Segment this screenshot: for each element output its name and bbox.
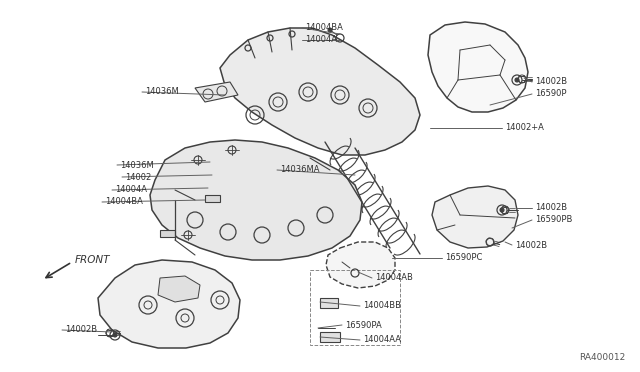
Text: 14002B: 14002B	[535, 77, 567, 87]
Polygon shape	[320, 298, 338, 308]
Text: 14036M: 14036M	[120, 160, 154, 170]
Text: 16590P: 16590P	[535, 90, 566, 99]
Text: 14004AB: 14004AB	[375, 273, 413, 282]
Polygon shape	[205, 195, 220, 202]
Text: 14004A: 14004A	[305, 35, 337, 45]
Text: 14036M: 14036M	[145, 87, 179, 96]
Text: 14002+A: 14002+A	[505, 124, 544, 132]
Text: 14004BA: 14004BA	[105, 198, 143, 206]
Text: 16590PC: 16590PC	[445, 253, 483, 263]
Text: 16590PA: 16590PA	[345, 321, 381, 330]
Text: 14004BB: 14004BB	[363, 301, 401, 311]
Polygon shape	[98, 260, 240, 348]
Text: 14036MA: 14036MA	[280, 166, 319, 174]
Polygon shape	[220, 28, 420, 155]
Polygon shape	[428, 22, 528, 112]
Text: 14004AA: 14004AA	[363, 336, 401, 344]
Polygon shape	[195, 82, 238, 102]
Text: 14002B: 14002B	[515, 241, 547, 250]
Circle shape	[500, 208, 504, 212]
Text: 14002B: 14002B	[535, 203, 567, 212]
Text: 14004BA: 14004BA	[305, 23, 343, 32]
Text: 16590PB: 16590PB	[535, 215, 572, 224]
Polygon shape	[320, 332, 340, 342]
Text: 14002B: 14002B	[65, 326, 97, 334]
Text: RA400012: RA400012	[579, 353, 625, 362]
Polygon shape	[326, 242, 395, 288]
Polygon shape	[432, 186, 518, 248]
Circle shape	[328, 28, 332, 32]
Circle shape	[113, 333, 117, 337]
Text: 14002: 14002	[125, 173, 151, 182]
Text: 14004A: 14004A	[115, 186, 147, 195]
Circle shape	[515, 78, 519, 82]
Text: FRONT: FRONT	[75, 255, 111, 265]
Polygon shape	[160, 230, 175, 237]
Polygon shape	[158, 276, 200, 302]
Polygon shape	[150, 140, 362, 260]
